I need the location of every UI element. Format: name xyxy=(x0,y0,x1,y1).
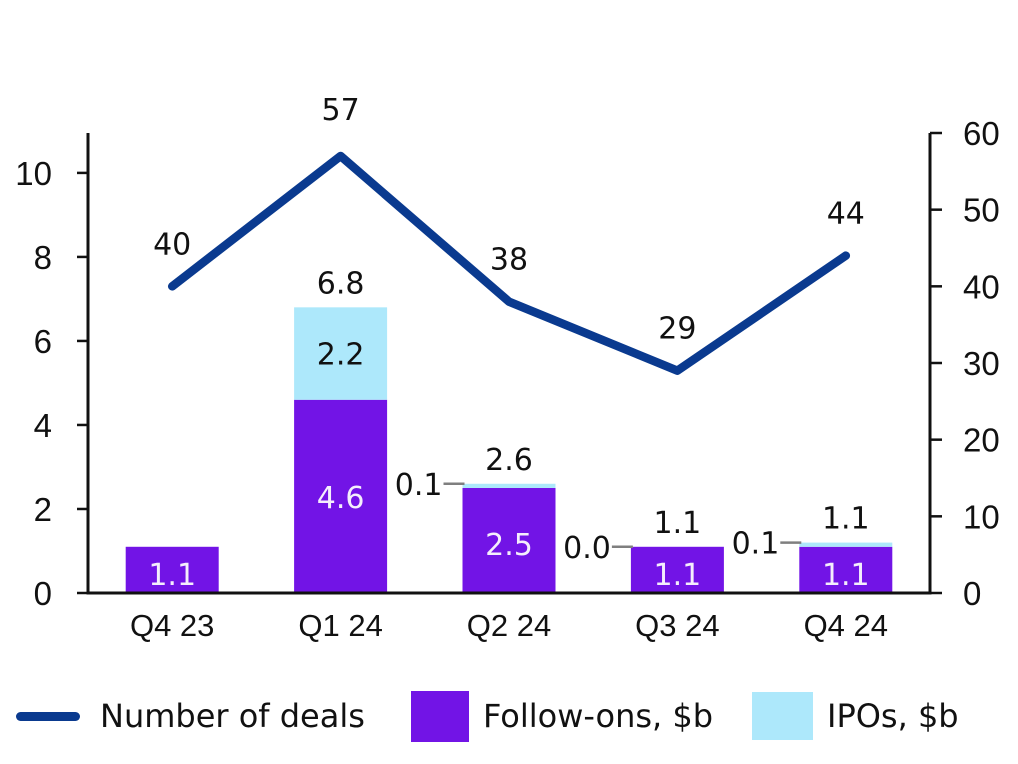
leader-lines-layer xyxy=(443,482,802,549)
x-axis-category-label: Q4 24 xyxy=(804,608,888,643)
ipos-data-label: 0.1 xyxy=(395,468,443,503)
bar-followons xyxy=(462,487,556,593)
left-axis-tick-label: 0 xyxy=(34,575,52,612)
ipos-data-label: 0.0 xyxy=(563,531,611,566)
legend-item-followons: Follow-ons, $b xyxy=(411,686,713,746)
chart: 0 2 4 6 8 10 0 10 20 30 40 50 60 Q4 23 Q1 24 Q2 24 Q3 24… xyxy=(15,93,999,643)
legend: Number of deals Follow-ons, $b IPOs, $b xyxy=(0,680,1018,750)
labels-layer: 40 57 38 29 44 1.1 4.6 2.5 1.1 1.1 2.2 0.1 0.0 0.1 6.8… xyxy=(148,93,869,593)
ipos-data-label: 0.1 xyxy=(732,527,780,562)
bar-followons xyxy=(294,399,388,593)
legend-swatch-followons-icon xyxy=(411,690,469,742)
x-axis-category-label: Q1 24 xyxy=(298,608,382,643)
total-data-label: 6.8 xyxy=(317,266,365,301)
left-axis-tick-label: 6 xyxy=(34,323,52,360)
legend-label-deals: Number of deals xyxy=(100,697,365,735)
deals-data-label: 57 xyxy=(322,93,360,128)
right-axis-tick-label: 60 xyxy=(963,115,1000,152)
right-axis-tick-label: 30 xyxy=(963,345,1000,382)
right-axis-tick-label: 50 xyxy=(963,192,1000,229)
bars-layer xyxy=(125,307,893,593)
bar-ipos xyxy=(294,307,388,400)
line-layer xyxy=(167,151,851,375)
legend-line-icon xyxy=(16,711,80,721)
legend-label-followons: Follow-ons, $b xyxy=(483,697,714,735)
legend-item-deals: Number of deals xyxy=(16,686,365,746)
legend-swatch-ipos-icon xyxy=(752,692,813,740)
total-data-label: 2.6 xyxy=(485,443,533,478)
bar-followons xyxy=(799,546,893,593)
followons-data-label: 1.1 xyxy=(148,558,196,593)
followons-data-label: 2.5 xyxy=(485,528,533,563)
bar-ipos xyxy=(799,542,893,547)
left-axis-tick-label: 2 xyxy=(34,491,52,528)
legend-item-ipos: IPOs, $b xyxy=(752,686,959,746)
deals-data-label: 29 xyxy=(658,312,696,347)
left-axis-tick-label: 4 xyxy=(34,407,52,444)
left-axis-tick-label: 8 xyxy=(34,239,52,276)
x-axis-category-label: Q2 24 xyxy=(467,608,551,643)
bar-followons xyxy=(125,546,219,593)
right-axis-tick-label: 40 xyxy=(963,268,1000,305)
followons-data-label: 4.6 xyxy=(317,481,365,516)
right-axis-tick-label: 0 xyxy=(963,575,981,612)
followons-data-label: 1.1 xyxy=(654,558,702,593)
x-axis-category-label: Q4 23 xyxy=(130,608,214,643)
right-axis-tick-label: 10 xyxy=(963,498,1000,535)
ipos-data-label: 2.2 xyxy=(317,338,365,373)
axes-layer: 0 2 4 6 8 10 0 10 20 30 40 50 60 Q4 23 Q1 24 Q2 24 Q3 24… xyxy=(15,115,999,643)
legend-label-ipos: IPOs, $b xyxy=(827,697,959,735)
total-data-label: 1.1 xyxy=(822,502,870,537)
deals-data-label: 40 xyxy=(153,227,191,262)
bar-followons xyxy=(630,546,724,593)
right-axis-tick-label: 20 xyxy=(963,422,1000,459)
deals-data-label: 44 xyxy=(827,197,865,232)
total-data-label: 1.1 xyxy=(654,506,702,541)
followons-data-label: 1.1 xyxy=(822,558,870,593)
left-axis-tick-label: 10 xyxy=(15,155,52,192)
bar-ipos xyxy=(462,483,556,488)
x-axis-category-label: Q3 24 xyxy=(635,608,719,643)
deals-data-label: 38 xyxy=(490,243,528,278)
